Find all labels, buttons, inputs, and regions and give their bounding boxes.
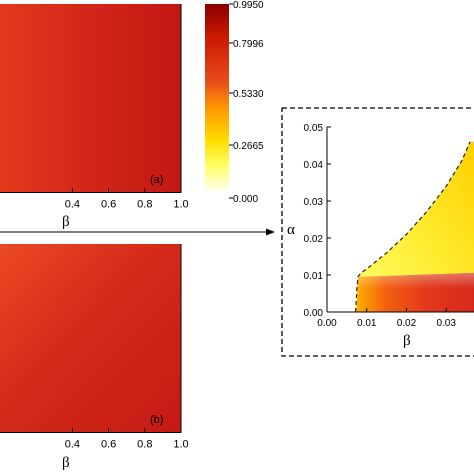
- colorbar-gradient: [205, 4, 229, 194]
- x-tick-label: 0.8: [137, 439, 152, 451]
- colorbar-tick-label: 0.2665: [233, 141, 264, 152]
- inset-xlabel: β: [403, 333, 411, 349]
- inset-y-ticks: 0.00 0.01 0.02 0.03 0.04 0.05: [304, 123, 331, 319]
- panel-a-heatmap: [0, 4, 181, 192]
- panel-a-label: (a): [150, 174, 163, 186]
- panel-b-x-ticks: 0.4 0.6 0.8 1.0: [65, 428, 189, 451]
- inset-box: 0.000.010.020.030.040.05 0.00 0.01 0.02 0.0…: [281, 107, 474, 357]
- colorbar: 0.9950 0.7996 0.5330 0.2665 0.000: [205, 0, 264, 205]
- x-tick-label: 0.6: [101, 199, 116, 211]
- inset-y-tick-label: 0.02: [304, 234, 324, 245]
- panel-b-xlabel: β: [62, 455, 70, 471]
- inset-y-tick-label: 0.03: [304, 197, 324, 208]
- arrow-head-icon: [266, 228, 275, 236]
- inset-x-tick-label: 0.02: [397, 318, 417, 329]
- inset-x-ticks: 0.00 0.01 0.02 0.03: [317, 308, 456, 329]
- inset-y-tick-label: 0.01: [304, 271, 324, 282]
- x-tick-label: 0.8: [137, 199, 152, 211]
- panel-b-heatmap: [0, 244, 181, 432]
- inset-dashed-frame: [281, 107, 474, 357]
- connector-arrow: [0, 228, 275, 236]
- inset-red-band-fade: [356, 272, 474, 312]
- colorbar-tick-label: 0.7996: [233, 39, 264, 50]
- x-tick-label: 0.6: [101, 439, 116, 451]
- colorbar-ticks: 0.9950 0.7996 0.5330 0.2665 0.000: [229, 0, 264, 205]
- colorbar-tick-label: 0.9950: [233, 0, 264, 11]
- inset-x-tick-label: 0.03: [436, 318, 456, 329]
- inset-ylabel: α: [287, 222, 295, 238]
- x-tick-label: 0.4: [65, 439, 80, 451]
- panel-a: (a) 0.4 0.6 0.8 1.0 β: [0, 4, 189, 230]
- colorbar-tick-label: 0.000: [233, 194, 258, 205]
- inset-x-tick-label: 0.01: [357, 318, 377, 329]
- panel-a-xlabel: β: [62, 214, 70, 230]
- inset-yellow-region: [355, 141, 474, 312]
- inset-y-tick-label: 0.04: [304, 160, 324, 171]
- inset-y-tick-label: 0.05: [304, 123, 324, 134]
- inset-y-tick-label: 0.00: [304, 308, 324, 319]
- panel-b-label: (b): [150, 414, 163, 426]
- x-tick-label: 1.0: [173, 199, 188, 211]
- colorbar-tick-label: 0.5330: [233, 89, 264, 100]
- panel-a-x-ticks: 0.4 0.6 0.8 1.0: [65, 188, 189, 211]
- panel-b: (b) 0.4 0.6 0.8 1.0 β: [0, 244, 189, 471]
- inset-x-tick-label: 0.00: [317, 318, 337, 329]
- x-tick-label: 0.4: [65, 199, 80, 211]
- x-tick-label: 1.0: [173, 439, 188, 451]
- inset-boundary-line: [355, 141, 471, 312]
